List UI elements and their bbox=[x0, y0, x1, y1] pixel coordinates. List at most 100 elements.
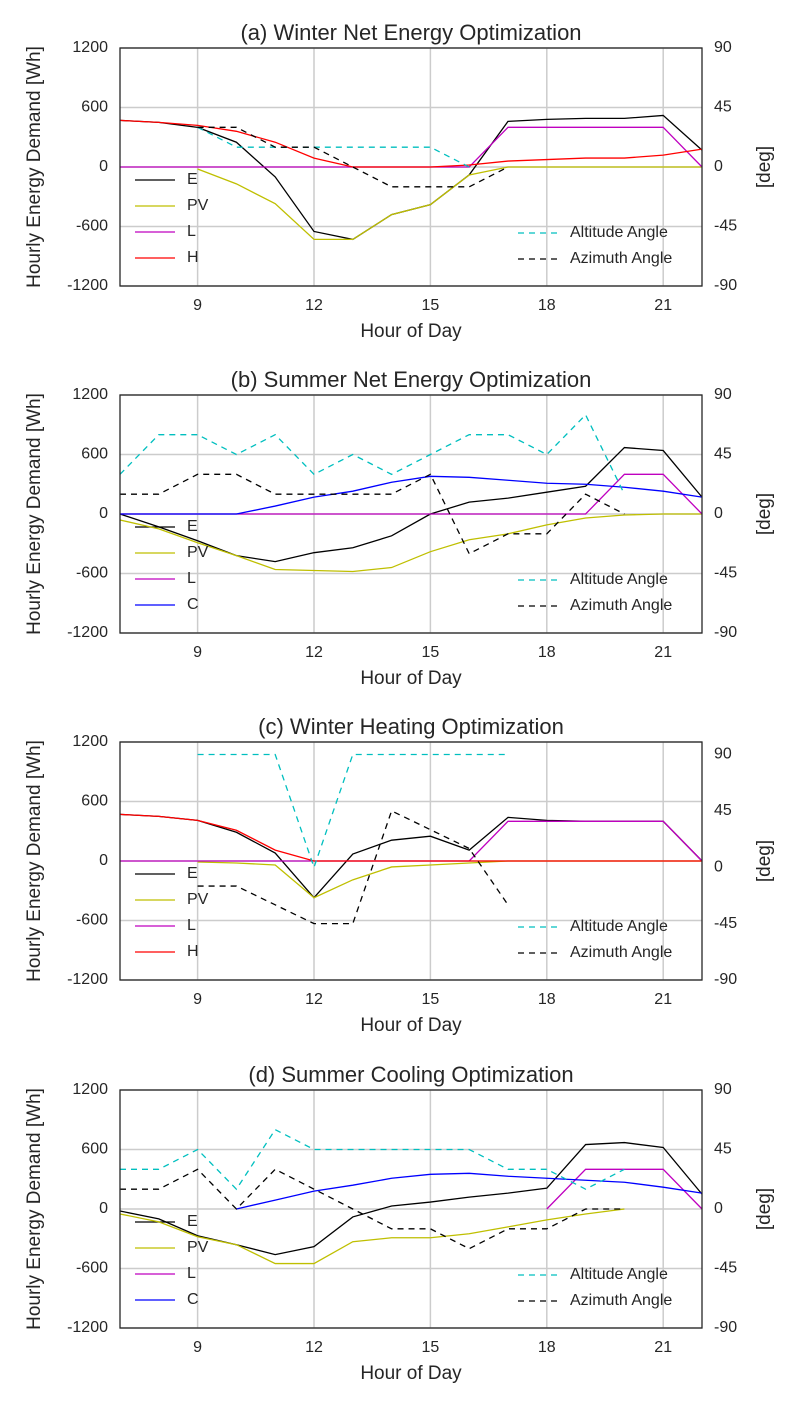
y-tick-label: 600 bbox=[81, 446, 108, 463]
series-line bbox=[120, 1168, 625, 1250]
x-axis-label: Hour of Day bbox=[360, 1363, 462, 1384]
x-axis-label: Hour of Day bbox=[360, 321, 462, 342]
x-tick-label: 9 bbox=[193, 991, 202, 1008]
x-tick-label: 12 bbox=[305, 1339, 323, 1356]
x-tick-label: 9 bbox=[193, 1339, 202, 1356]
series-line bbox=[119, 119, 703, 168]
legend-label: E bbox=[187, 518, 198, 535]
x-tick-label: 21 bbox=[654, 1339, 672, 1356]
y2-tick-label: 90 bbox=[714, 1081, 732, 1098]
x-tick-label: 12 bbox=[305, 297, 323, 314]
series-line bbox=[119, 813, 703, 899]
x-tick-label: 15 bbox=[422, 297, 440, 314]
legend-label: Azimuth Angle bbox=[570, 250, 672, 267]
series-line bbox=[120, 126, 703, 168]
legend-label: Azimuth Angle bbox=[570, 597, 672, 614]
x-tick-label: 9 bbox=[193, 297, 202, 314]
y-tick-label: -600 bbox=[76, 565, 108, 582]
y2-axis-label: [deg] bbox=[754, 146, 775, 188]
y-tick-label: -600 bbox=[76, 218, 108, 235]
legend-label: L bbox=[187, 223, 196, 240]
x-tick-label: 15 bbox=[422, 1339, 440, 1356]
x-tick-label: 21 bbox=[654, 644, 672, 661]
y2-tick-label: -45 bbox=[714, 1260, 737, 1277]
y2-axis-label: [deg] bbox=[754, 493, 775, 535]
y2-tick-label: -45 bbox=[714, 915, 737, 932]
series-line bbox=[119, 513, 702, 573]
legend-label: PV bbox=[187, 544, 209, 561]
y-axis-label: Hourly Energy Demand [Wh] bbox=[24, 46, 45, 288]
y-tick-label: 0 bbox=[99, 1200, 108, 1217]
x-tick-label: 15 bbox=[422, 644, 440, 661]
y2-tick-label: -90 bbox=[714, 1319, 737, 1336]
legend-label: Altitude Angle bbox=[570, 1266, 668, 1283]
y-tick-label: 1200 bbox=[72, 1081, 108, 1098]
y-tick-label: 0 bbox=[99, 505, 108, 522]
x-tick-label: 21 bbox=[654, 297, 672, 314]
y2-tick-label: 45 bbox=[714, 802, 732, 819]
y2-tick-label: 90 bbox=[714, 746, 732, 763]
x-tick-label: 18 bbox=[538, 991, 556, 1008]
y-tick-label: 1200 bbox=[72, 39, 108, 56]
series-line bbox=[197, 166, 702, 241]
series-line bbox=[197, 860, 702, 899]
y-tick-label: 600 bbox=[81, 1141, 108, 1158]
y2-tick-label: -90 bbox=[714, 971, 737, 988]
y2-tick-label: 45 bbox=[714, 1141, 732, 1158]
series-line bbox=[120, 475, 703, 515]
series-line bbox=[197, 809, 509, 925]
legend-label: Altitude Angle bbox=[570, 224, 668, 241]
legend-label: E bbox=[187, 171, 198, 188]
y-axis-label: Hourly Energy Demand [Wh] bbox=[24, 1088, 45, 1330]
chart-title: (c) Winter Heating Optimization bbox=[258, 714, 564, 739]
y-tick-label: 0 bbox=[99, 852, 108, 869]
x-tick-label: 18 bbox=[538, 297, 556, 314]
x-tick-label: 21 bbox=[654, 991, 672, 1008]
y2-tick-label: -45 bbox=[714, 565, 737, 582]
x-tick-label: 9 bbox=[193, 644, 202, 661]
legend-label: Altitude Angle bbox=[570, 571, 668, 588]
legend-label: Azimuth Angle bbox=[570, 1292, 672, 1309]
y-tick-label: -600 bbox=[76, 912, 108, 929]
chart-title: (d) Summer Cooling Optimization bbox=[248, 1062, 573, 1087]
y2-tick-label: -90 bbox=[714, 277, 737, 294]
y2-axis-label: [deg] bbox=[754, 1188, 775, 1230]
y2-tick-label: 90 bbox=[714, 386, 732, 403]
x-tick-label: 15 bbox=[422, 991, 440, 1008]
y-tick-label: -1200 bbox=[67, 277, 108, 294]
x-tick-label: 18 bbox=[538, 1339, 556, 1356]
y-tick-label: 0 bbox=[99, 158, 108, 175]
y-tick-label: -1200 bbox=[67, 971, 108, 988]
legend-label: E bbox=[187, 1213, 198, 1230]
series-line bbox=[119, 1208, 625, 1265]
y-tick-label: 1200 bbox=[72, 733, 108, 750]
series-line bbox=[119, 114, 703, 241]
legend-label: Azimuth Angle bbox=[570, 944, 672, 961]
y-axis-label: Hourly Energy Demand [Wh] bbox=[24, 740, 45, 982]
legend-label: PV bbox=[187, 1239, 209, 1256]
y-tick-label: 1200 bbox=[72, 386, 108, 403]
chart-title: (b) Summer Net Energy Optimization bbox=[231, 367, 592, 392]
series-line bbox=[119, 813, 702, 862]
y2-tick-label: -45 bbox=[714, 218, 737, 235]
y-tick-label: 600 bbox=[81, 793, 108, 810]
y2-tick-label: 0 bbox=[714, 1200, 723, 1217]
series-line bbox=[197, 126, 470, 168]
legend-label: L bbox=[187, 570, 196, 587]
y2-tick-label: 0 bbox=[714, 858, 723, 875]
x-tick-label: 12 bbox=[305, 644, 323, 661]
axes-frame bbox=[119, 1089, 703, 1329]
legend-label: H bbox=[187, 943, 199, 960]
y2-tick-label: 45 bbox=[714, 99, 732, 116]
series-line bbox=[236, 1172, 703, 1210]
y-tick-label: -600 bbox=[76, 1260, 108, 1277]
series-line bbox=[119, 413, 625, 495]
legend-label: E bbox=[187, 865, 198, 882]
series-line bbox=[197, 126, 509, 188]
y-axis-label: Hourly Energy Demand [Wh] bbox=[24, 393, 45, 635]
axes-frame bbox=[119, 394, 703, 634]
legend-label: Altitude Angle bbox=[570, 918, 668, 935]
x-tick-label: 12 bbox=[305, 991, 323, 1008]
legend-label: C bbox=[187, 596, 199, 613]
